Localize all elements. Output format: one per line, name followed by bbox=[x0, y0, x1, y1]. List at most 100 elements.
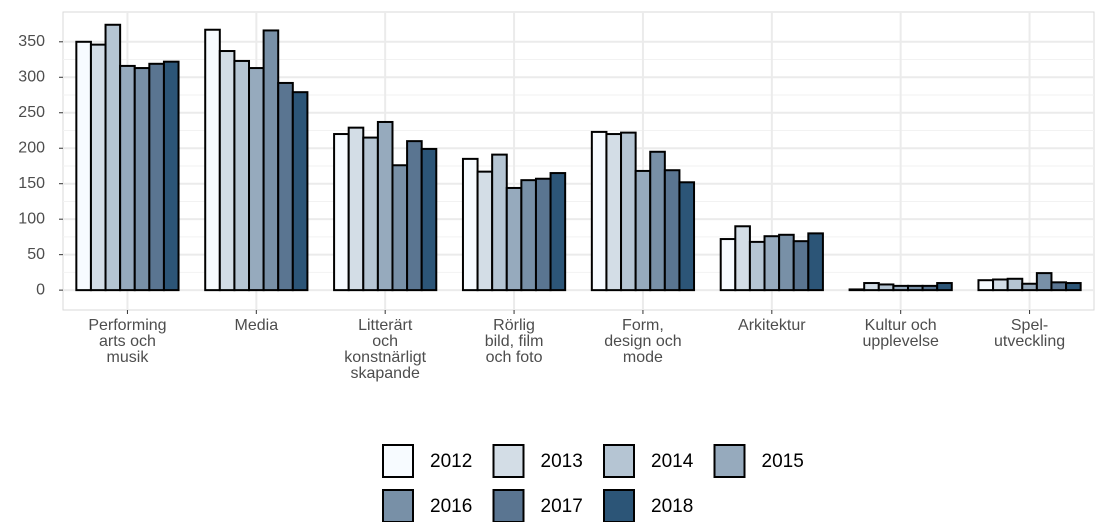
bar bbox=[89, 43, 107, 292]
bar bbox=[748, 240, 766, 292]
bar bbox=[262, 29, 280, 292]
bar bbox=[119, 64, 136, 292]
bar bbox=[362, 136, 379, 292]
bar bbox=[663, 169, 681, 292]
bar bbox=[75, 40, 92, 292]
bar bbox=[936, 282, 953, 292]
y-tick-label: 100 bbox=[18, 210, 45, 227]
bar bbox=[649, 150, 666, 292]
x-tick-label-line: och bbox=[372, 333, 398, 350]
bar bbox=[148, 62, 165, 292]
x-tick-label: Litterärt och konstnärligt skapande bbox=[344, 317, 426, 382]
bar bbox=[406, 140, 423, 292]
legend-swatch bbox=[492, 444, 525, 478]
bar bbox=[347, 126, 365, 292]
bar bbox=[549, 172, 567, 292]
x-tick-label: Performing arts och musik bbox=[88, 317, 166, 366]
x-tick-label-line: Rörlig bbox=[493, 317, 535, 334]
bar bbox=[248, 67, 265, 292]
bar bbox=[420, 147, 438, 292]
bar bbox=[807, 232, 824, 292]
bar bbox=[992, 278, 1009, 292]
x-tick-label-line: arts och bbox=[99, 333, 156, 350]
legend-swatch bbox=[603, 444, 635, 478]
bar bbox=[590, 130, 608, 292]
bar bbox=[863, 282, 880, 292]
legend-swatch bbox=[713, 444, 746, 478]
bar bbox=[162, 60, 180, 292]
bar bbox=[1006, 277, 1024, 292]
bar bbox=[620, 131, 637, 292]
legend-swatch bbox=[492, 489, 525, 522]
y-tick-label: 150 bbox=[18, 175, 45, 192]
legend-label: 2015 bbox=[762, 451, 804, 472]
legend-label: 2013 bbox=[541, 451, 583, 472]
bar bbox=[792, 240, 810, 292]
bar bbox=[1050, 281, 1068, 292]
x-tick-label-line: Spel- bbox=[1011, 317, 1048, 334]
bar bbox=[763, 235, 781, 292]
bar bbox=[1035, 272, 1053, 292]
x-tick-label-line: upplevelse bbox=[862, 333, 939, 350]
bar bbox=[634, 169, 652, 292]
x-tick-label-line: design och bbox=[604, 333, 681, 350]
bar bbox=[1021, 282, 1038, 292]
x-tick-label-line: Performing bbox=[88, 317, 166, 334]
bar bbox=[877, 283, 895, 292]
x-tick-label-line: mode bbox=[623, 349, 663, 366]
bar bbox=[391, 164, 409, 292]
y-tick-label: 300 bbox=[18, 68, 45, 85]
bar bbox=[848, 288, 866, 292]
legend-label: 2017 bbox=[541, 496, 583, 517]
x-tick-label: Spel-utveckling bbox=[994, 317, 1065, 350]
bar bbox=[218, 50, 236, 292]
bar bbox=[520, 179, 537, 292]
x-tick-label: Media bbox=[235, 317, 279, 334]
bar bbox=[734, 225, 751, 292]
bar bbox=[719, 238, 737, 292]
bar bbox=[778, 233, 795, 292]
x-tick-label: Arkitektur bbox=[738, 317, 806, 334]
y-tick-label: 0 bbox=[36, 281, 45, 298]
legend-label: 2014 bbox=[651, 451, 694, 472]
x-tick-label: Rörlig bild, film och foto bbox=[485, 317, 544, 366]
x-tick-label-line: konstnärligt bbox=[344, 349, 426, 366]
bar bbox=[505, 186, 523, 292]
bar bbox=[376, 120, 394, 292]
legend-label: 2018 bbox=[651, 496, 693, 517]
bar bbox=[133, 67, 151, 292]
x-tick-label-line: Arkitektur bbox=[738, 317, 806, 334]
bar bbox=[534, 177, 552, 292]
x-tick-label: Kultur och upplevelse bbox=[862, 317, 939, 350]
bar bbox=[476, 170, 494, 292]
x-tick-label-line: Media bbox=[235, 317, 279, 334]
bar bbox=[277, 81, 294, 292]
bar bbox=[291, 91, 309, 292]
bar bbox=[892, 284, 909, 292]
legend-swatch bbox=[382, 444, 414, 478]
legend-swatch bbox=[382, 489, 414, 522]
bar bbox=[461, 157, 479, 292]
legend-swatch bbox=[603, 489, 635, 522]
legend-label: 2016 bbox=[430, 496, 472, 517]
bar bbox=[104, 23, 122, 292]
bar bbox=[678, 181, 696, 292]
x-tick-label-line: Form, bbox=[622, 317, 664, 334]
x-tick-label-line: skapande bbox=[350, 365, 419, 382]
bar bbox=[605, 133, 623, 292]
x-tick-label-line: Kultur och bbox=[865, 317, 937, 334]
bar bbox=[977, 279, 995, 292]
x-tick-label-line: musik bbox=[107, 349, 150, 366]
bar bbox=[921, 284, 939, 292]
bar bbox=[204, 28, 221, 292]
x-tick-label-line: Litterärt bbox=[358, 317, 413, 334]
x-tick-label: Form, design och mode bbox=[604, 317, 681, 366]
y-tick-label: 350 bbox=[18, 33, 45, 50]
legend-label: 2012 bbox=[430, 451, 472, 472]
bar bbox=[233, 59, 251, 292]
x-tick-label-line: utveckling bbox=[994, 333, 1065, 350]
x-tick-label-line: bild, film bbox=[485, 333, 544, 350]
bar bbox=[333, 133, 350, 292]
y-tick-label: 200 bbox=[18, 139, 45, 156]
y-tick-label: 50 bbox=[27, 246, 45, 263]
